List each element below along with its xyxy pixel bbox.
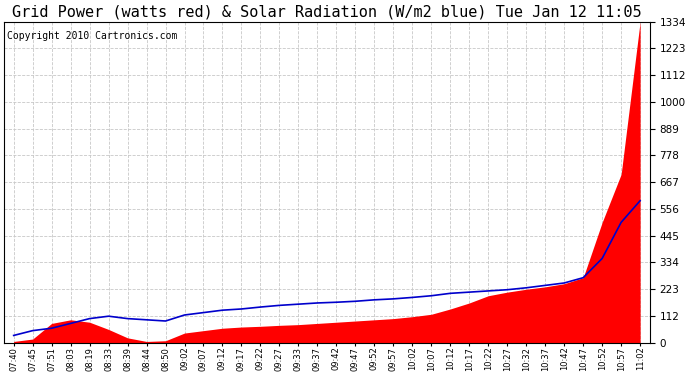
Title: Grid Power (watts red) & Solar Radiation (W/m2 blue) Tue Jan 12 11:05: Grid Power (watts red) & Solar Radiation… [12,4,642,19]
Text: Copyright 2010 Cartronics.com: Copyright 2010 Cartronics.com [8,32,178,41]
